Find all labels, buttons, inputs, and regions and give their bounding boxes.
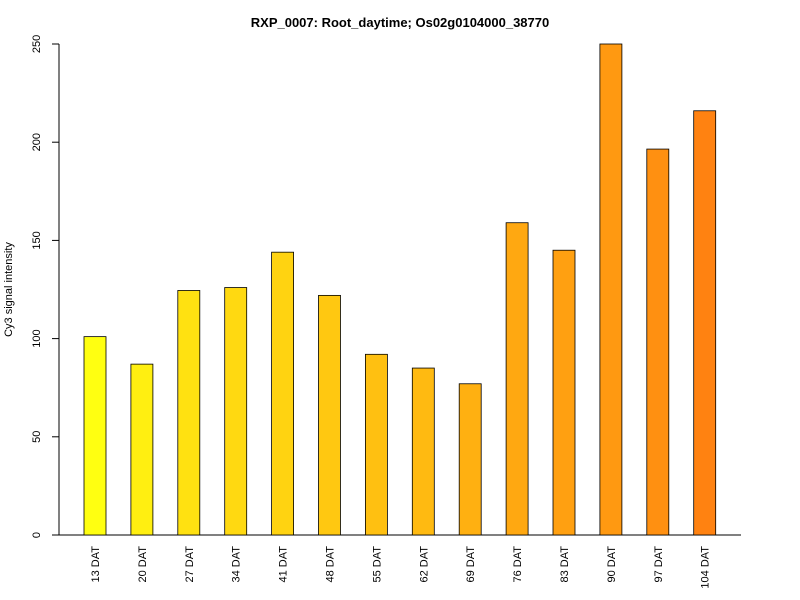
- y-axis-title: Cy3 signal intensity: [3, 242, 15, 337]
- x-tick-label: 62 DAT: [418, 546, 430, 583]
- x-tick-label: 34 DAT: [231, 546, 243, 583]
- x-tick-labels: 13 DAT 20 DAT 27 DAT 34 DAT 41 DAT 48 DAT 55 D…: [90, 546, 712, 589]
- x-tick-label: 27 DAT: [184, 546, 196, 583]
- bar: [83, 336, 107, 536]
- x-tick-label: 97 DAT: [653, 546, 665, 583]
- y-tick-label: 200: [31, 133, 43, 151]
- x-tick-label: 83 DAT: [559, 546, 571, 583]
- bar: [177, 290, 201, 536]
- bar: [224, 287, 248, 536]
- bar: [505, 222, 529, 536]
- bar: [693, 110, 717, 536]
- x-tick-label: 90 DAT: [606, 546, 618, 583]
- x-tick-label: 76 DAT: [512, 546, 524, 583]
- bar: [364, 353, 388, 536]
- bar: [271, 251, 295, 536]
- bar: [130, 363, 154, 536]
- y-axis: 0 50 100 150 200 250: [31, 35, 60, 538]
- bars-group: [83, 43, 717, 536]
- y-tick-label: 250: [31, 35, 43, 53]
- x-tick-label: 48 DAT: [325, 546, 337, 583]
- x-tick-label: 55 DAT: [371, 546, 383, 583]
- y-tick-label: 100: [31, 329, 43, 347]
- x-tick-label: 69 DAT: [465, 546, 477, 583]
- bar: [458, 383, 482, 536]
- x-tick-label: 20 DAT: [137, 546, 149, 583]
- bar: [411, 367, 435, 536]
- bar: [646, 148, 670, 536]
- bar: [599, 43, 623, 536]
- bar: [318, 294, 341, 536]
- y-tick-label: 0: [31, 532, 43, 538]
- chart-title: RXP_0007: Root_daytime; Os02g0104000_387…: [251, 15, 549, 30]
- bar: [552, 249, 576, 536]
- y-tick-label: 50: [31, 431, 43, 443]
- y-tick-label: 150: [31, 231, 43, 249]
- x-tick-label: 41 DAT: [278, 546, 290, 583]
- x-tick-label: 104 DAT: [700, 546, 712, 589]
- x-tick-label: 13 DAT: [90, 546, 102, 583]
